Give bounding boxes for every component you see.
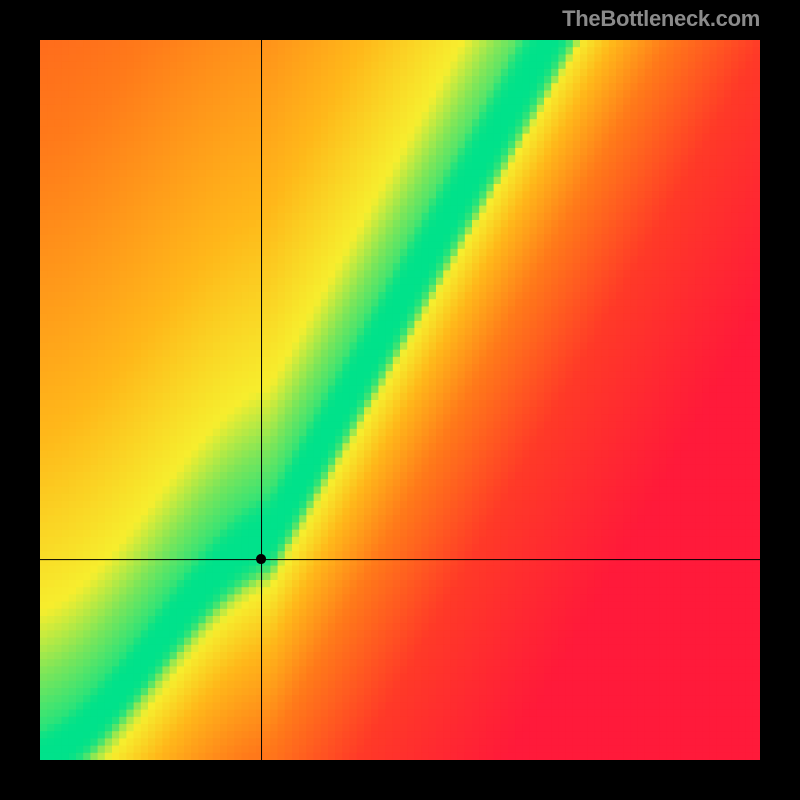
attribution-label: TheBottleneck.com	[562, 6, 760, 32]
chart-frame: TheBottleneck.com	[0, 0, 800, 800]
bottleneck-heatmap	[40, 40, 760, 760]
